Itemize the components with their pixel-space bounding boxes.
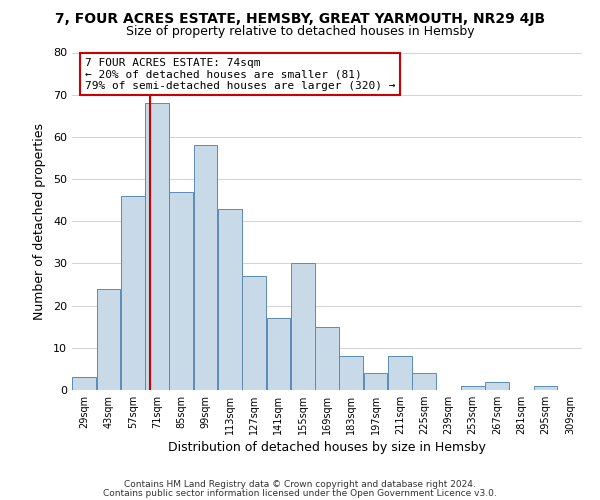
Bar — [72, 378, 96, 390]
Bar — [145, 103, 169, 390]
Bar — [388, 356, 412, 390]
Text: Contains public sector information licensed under the Open Government Licence v3: Contains public sector information licen… — [103, 488, 497, 498]
Bar — [315, 326, 339, 390]
Bar — [533, 386, 557, 390]
Bar — [218, 208, 242, 390]
Text: 7 FOUR ACRES ESTATE: 74sqm
← 20% of detached houses are smaller (81)
79% of semi: 7 FOUR ACRES ESTATE: 74sqm ← 20% of deta… — [85, 58, 395, 91]
Bar — [364, 373, 388, 390]
Text: 7, FOUR ACRES ESTATE, HEMSBY, GREAT YARMOUTH, NR29 4JB: 7, FOUR ACRES ESTATE, HEMSBY, GREAT YARM… — [55, 12, 545, 26]
Text: Contains HM Land Registry data © Crown copyright and database right 2024.: Contains HM Land Registry data © Crown c… — [124, 480, 476, 489]
Bar — [340, 356, 363, 390]
Bar — [194, 146, 217, 390]
Bar — [291, 264, 314, 390]
Bar — [412, 373, 436, 390]
Bar — [121, 196, 145, 390]
X-axis label: Distribution of detached houses by size in Hemsby: Distribution of detached houses by size … — [168, 442, 486, 454]
Bar — [97, 289, 121, 390]
Y-axis label: Number of detached properties: Number of detached properties — [33, 122, 46, 320]
Bar — [242, 276, 266, 390]
Bar — [169, 192, 193, 390]
Bar — [485, 382, 509, 390]
Text: Size of property relative to detached houses in Hemsby: Size of property relative to detached ho… — [125, 25, 475, 38]
Bar — [266, 318, 290, 390]
Bar — [461, 386, 485, 390]
